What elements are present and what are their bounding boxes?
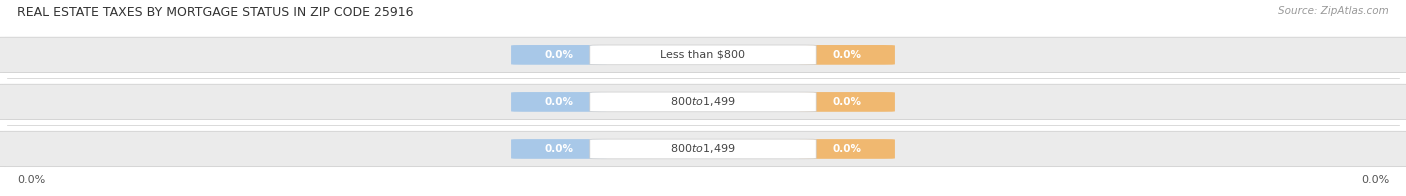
Text: 0.0%: 0.0% [832,144,862,154]
FancyBboxPatch shape [799,92,896,112]
Text: REAL ESTATE TAXES BY MORTGAGE STATUS IN ZIP CODE 25916: REAL ESTATE TAXES BY MORTGAGE STATUS IN … [17,6,413,19]
FancyBboxPatch shape [591,92,815,112]
Text: $800 to $1,499: $800 to $1,499 [671,142,735,155]
Text: $800 to $1,499: $800 to $1,499 [671,95,735,108]
FancyBboxPatch shape [512,45,607,65]
FancyBboxPatch shape [512,92,607,112]
Text: 0.0%: 0.0% [1361,175,1389,185]
Text: 0.0%: 0.0% [544,144,574,154]
FancyBboxPatch shape [591,45,815,65]
FancyBboxPatch shape [512,139,607,159]
FancyBboxPatch shape [0,131,1406,167]
Text: Source: ZipAtlas.com: Source: ZipAtlas.com [1278,6,1389,16]
FancyBboxPatch shape [799,45,896,65]
Text: Less than $800: Less than $800 [661,50,745,60]
Text: 0.0%: 0.0% [544,50,574,60]
FancyBboxPatch shape [0,37,1406,73]
Text: 0.0%: 0.0% [832,97,862,107]
FancyBboxPatch shape [0,84,1406,120]
FancyBboxPatch shape [799,139,896,159]
FancyBboxPatch shape [591,139,815,159]
Text: 0.0%: 0.0% [544,97,574,107]
Text: 0.0%: 0.0% [832,50,862,60]
Text: 0.0%: 0.0% [17,175,45,185]
